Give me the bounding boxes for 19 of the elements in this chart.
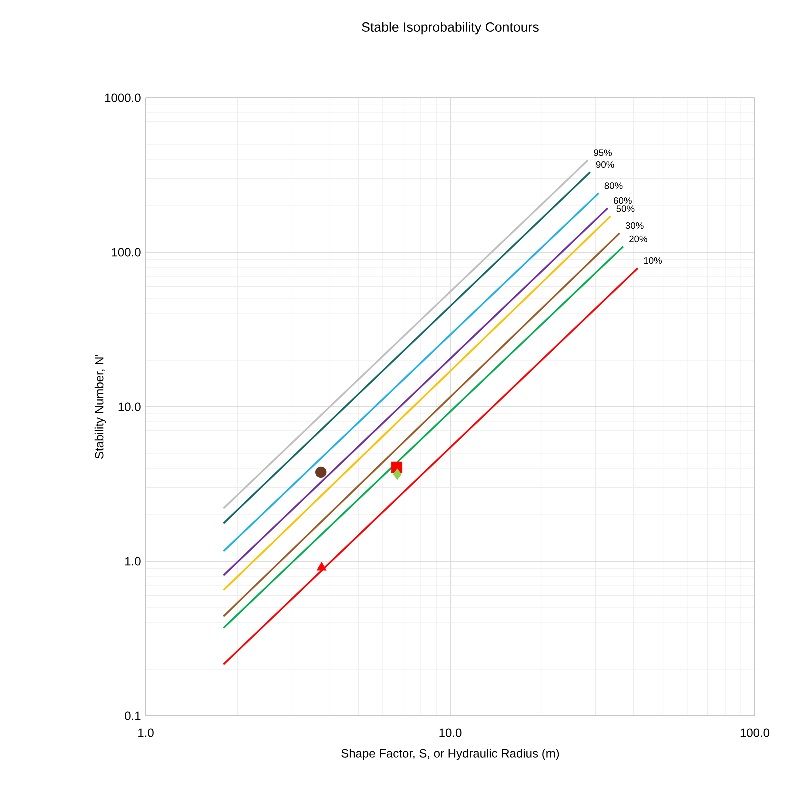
series-label: 60% — [614, 198, 632, 204]
series-label: 90% — [596, 162, 614, 168]
y-axis-title: Stability Number, N' — [94, 355, 106, 459]
y-tick-label: 1000.0 — [106, 94, 141, 102]
series-label: 20% — [630, 236, 648, 242]
series-label: 95% — [594, 150, 612, 156]
x-tick-label: 1.0 — [138, 728, 154, 738]
series-label: 50% — [616, 206, 635, 212]
series-label: 30% — [626, 222, 644, 230]
y-tick-label: 0.1 — [125, 712, 141, 720]
y-tick-label: 1.0 — [126, 557, 141, 566]
x-axis-title: Shape Factor, S, or Hydraulic Radius (m) — [342, 749, 560, 760]
series-label: 10% — [644, 257, 662, 264]
chart-title: Stable Isoprobability Contours — [362, 22, 539, 35]
y-tick-label: 100.0 — [112, 248, 141, 257]
x-tick-label: 10.0 — [440, 728, 462, 738]
series-label: 80% — [604, 182, 623, 190]
y-tick-label: 10.0 — [118, 402, 141, 412]
x-tick-label: 100.0 — [740, 728, 770, 738]
